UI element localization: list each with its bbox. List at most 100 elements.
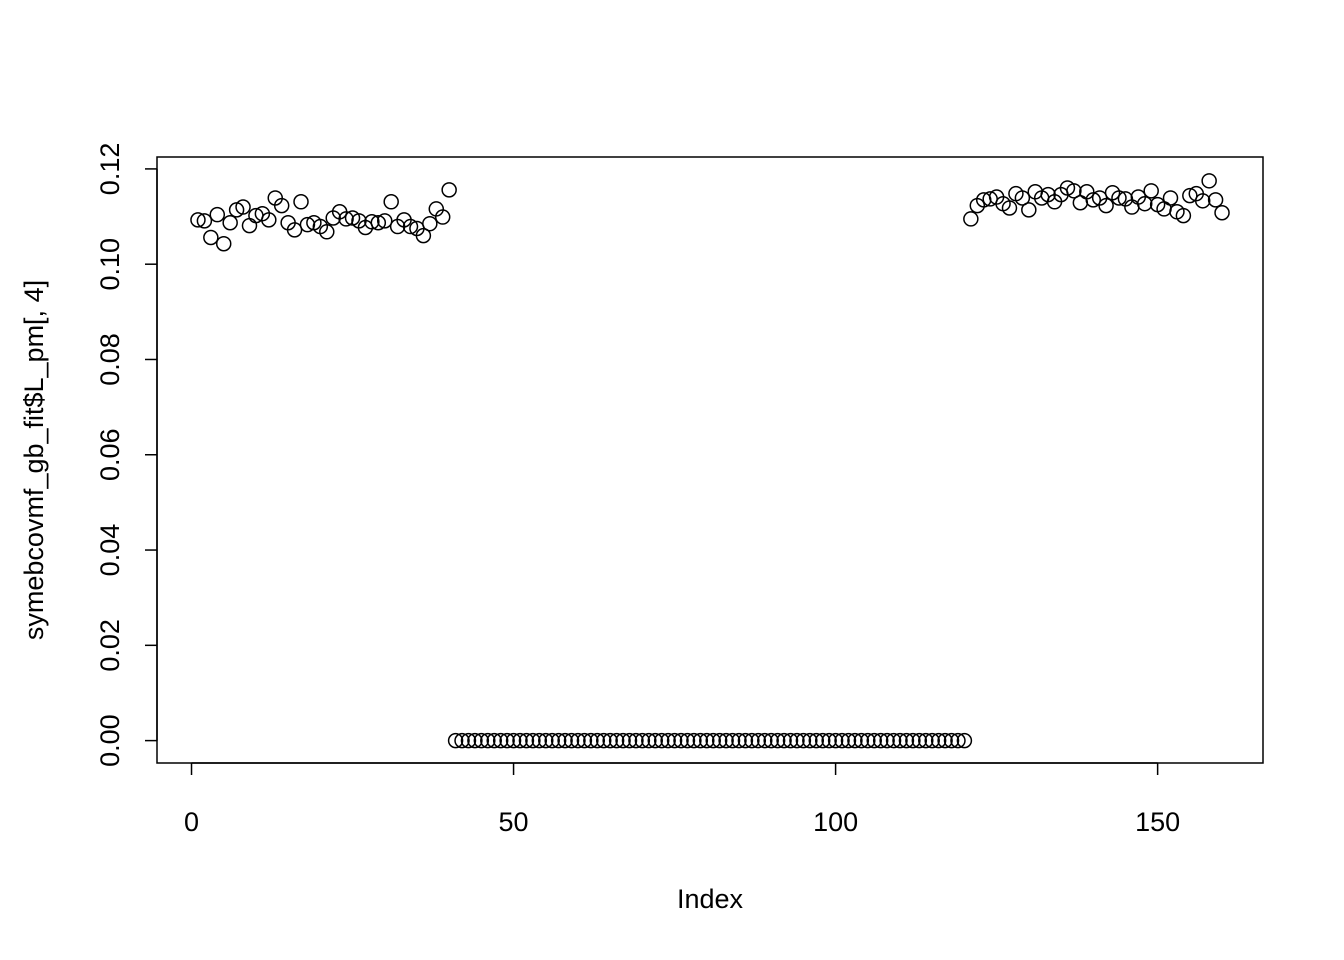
point (918, 732, 934, 749)
point (215, 235, 232, 252)
point (1207, 192, 1224, 208)
point (943, 732, 960, 749)
point (1111, 190, 1127, 206)
point (737, 732, 754, 749)
point (441, 182, 457, 198)
point (492, 732, 509, 749)
point (686, 732, 702, 749)
point (467, 732, 483, 749)
point (570, 732, 586, 749)
point (196, 213, 213, 229)
point (1143, 183, 1159, 199)
point (1201, 173, 1217, 189)
point (273, 197, 290, 214)
point (872, 732, 889, 749)
x-tick-label: 100 (813, 807, 858, 837)
point (454, 732, 470, 749)
point (602, 732, 618, 749)
point (821, 732, 837, 749)
point (653, 732, 670, 749)
point (641, 732, 657, 749)
point (744, 732, 760, 749)
point (905, 732, 921, 749)
point (589, 732, 606, 749)
point (595, 732, 612, 749)
point (222, 214, 238, 231)
point (853, 732, 870, 749)
x-axis-label: Index (677, 884, 744, 914)
point (885, 732, 902, 749)
x-tick-label: 150 (1135, 807, 1180, 837)
point (583, 732, 599, 749)
point (847, 732, 863, 749)
point (1066, 183, 1082, 199)
point (1085, 192, 1101, 208)
y-tick-label: 0.10 (95, 238, 125, 291)
point (769, 732, 786, 749)
point (447, 732, 464, 749)
point (1021, 202, 1037, 218)
point (963, 211, 979, 227)
y-tick-label: 0.08 (95, 333, 125, 386)
x-tick-label: 50 (499, 807, 529, 837)
point (634, 732, 651, 749)
point (1001, 200, 1018, 216)
point (789, 732, 805, 749)
point (756, 732, 773, 749)
point (293, 194, 309, 210)
point (731, 732, 747, 749)
y-axis-label: symebcovmf_gb_fit$L_pm[, 4] (19, 280, 49, 640)
point (557, 732, 573, 749)
point (679, 732, 696, 749)
point (422, 215, 438, 232)
point (782, 732, 799, 749)
point (628, 732, 644, 749)
point (1098, 197, 1114, 214)
point (538, 732, 554, 749)
point (550, 732, 567, 749)
point (1214, 204, 1230, 221)
point (370, 214, 387, 231)
point (563, 732, 580, 749)
point (261, 212, 277, 228)
point (718, 732, 734, 749)
point (190, 212, 206, 228)
y-tick-label: 0.06 (95, 428, 125, 481)
point (338, 211, 354, 227)
point (879, 732, 895, 749)
y-tick-label: 0.00 (95, 714, 125, 767)
point (480, 732, 496, 749)
point (866, 732, 882, 749)
point (840, 732, 857, 749)
point (203, 229, 219, 246)
point (415, 227, 432, 244)
point (576, 732, 593, 749)
plot-frame (156, 156, 1264, 764)
point (950, 732, 966, 749)
point (1014, 190, 1031, 206)
point (937, 732, 953, 749)
point (1162, 190, 1179, 206)
point (621, 732, 638, 749)
point (795, 732, 812, 749)
point (383, 194, 399, 210)
point (911, 732, 928, 749)
point (518, 732, 535, 749)
point (235, 199, 251, 215)
point (608, 732, 625, 749)
point (241, 217, 258, 234)
point (531, 732, 548, 749)
point (434, 209, 451, 225)
point (499, 732, 515, 749)
y-tick-label: 0.02 (95, 619, 125, 672)
point (673, 732, 689, 749)
point (956, 732, 973, 749)
point (808, 732, 825, 749)
point (319, 224, 335, 240)
y-tick-label: 0.04 (95, 524, 125, 577)
point (827, 732, 844, 749)
point (834, 732, 850, 749)
point (724, 732, 741, 749)
point (299, 216, 316, 233)
